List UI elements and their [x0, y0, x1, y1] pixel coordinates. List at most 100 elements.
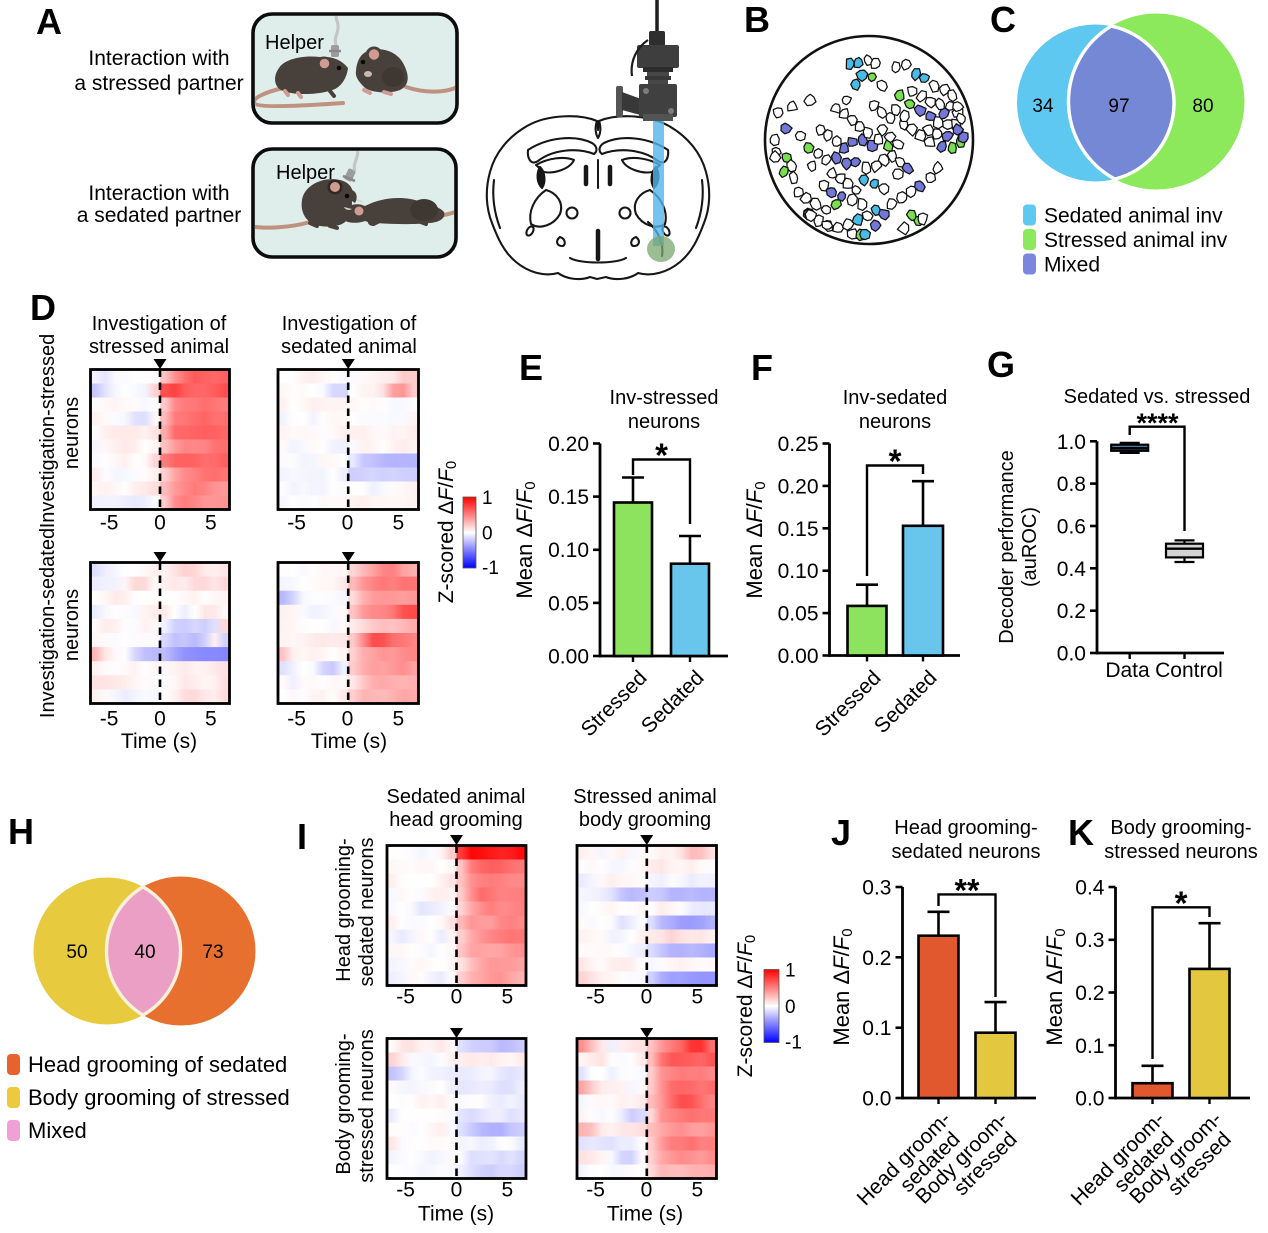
svg-text:0.20: 0.20	[548, 433, 589, 456]
svg-text:sedated neurons: sedated neurons	[891, 841, 1040, 863]
svg-text:Investigation of: Investigation of	[92, 313, 227, 335]
svg-text:5: 5	[502, 1179, 514, 1202]
svg-text:F: F	[751, 347, 773, 388]
svg-text:5: 5	[692, 986, 704, 1009]
svg-text:(auROC): (auROC)	[1019, 507, 1041, 587]
svg-text:0.00: 0.00	[548, 646, 589, 669]
svg-text:Time (s): Time (s)	[418, 1203, 494, 1226]
svg-text:Head grooming-: Head grooming-	[894, 817, 1037, 839]
svg-text:Investigation of: Investigation of	[282, 313, 417, 335]
svg-text:K: K	[1068, 812, 1094, 853]
svg-text:Mixed: Mixed	[1044, 253, 1100, 276]
svg-text:Inv-stressed: Inv-stressed	[610, 387, 719, 409]
svg-text:Time (s): Time (s)	[121, 730, 197, 753]
svg-text:Z-scored ΔF/F0: Z-scored ΔF/F0	[734, 935, 759, 1078]
svg-text:80: 80	[1192, 96, 1213, 117]
svg-text:0: 0	[154, 512, 166, 535]
svg-text:Sedated: Sedated	[870, 666, 942, 738]
svg-text:A: A	[36, 1, 62, 42]
svg-text:-5: -5	[586, 1179, 605, 1202]
svg-text:-1: -1	[785, 1033, 802, 1054]
svg-text:0.1: 0.1	[1075, 1035, 1104, 1058]
svg-text:Sedated animal inv: Sedated animal inv	[1044, 204, 1223, 227]
svg-text:-5: -5	[586, 986, 605, 1009]
svg-text:Body grooming-: Body grooming-	[1110, 817, 1251, 839]
svg-text:50: 50	[66, 942, 87, 963]
svg-text:0.15: 0.15	[778, 518, 819, 541]
svg-text:Z-scored ΔF/F0: Z-scored ΔF/F0	[435, 461, 460, 604]
svg-text:Stressed: Stressed	[577, 666, 652, 741]
svg-text:Mixed: Mixed	[28, 1118, 87, 1143]
svg-text:Time (s): Time (s)	[311, 730, 387, 753]
svg-text:0.05: 0.05	[548, 592, 589, 615]
svg-text:40: 40	[134, 942, 155, 963]
svg-text:B: B	[744, 0, 770, 40]
svg-text:neurons: neurons	[859, 411, 931, 433]
svg-text:34: 34	[1032, 96, 1054, 117]
svg-text:Mean ΔF/F0: Mean ΔF/F0	[1042, 928, 1069, 1045]
svg-text:-5: -5	[396, 1179, 415, 1202]
svg-text:-5: -5	[100, 512, 119, 535]
svg-text:0: 0	[451, 1179, 463, 1202]
svg-text:stressed animal: stressed animal	[89, 336, 229, 358]
svg-text:Mean ΔF/F0: Mean ΔF/F0	[742, 481, 769, 598]
svg-text:1: 1	[785, 961, 796, 982]
svg-text:Data: Data	[1105, 659, 1150, 682]
svg-text:Mean ΔF/F0: Mean ΔF/F0	[829, 928, 856, 1045]
svg-text:0.05: 0.05	[778, 603, 819, 626]
svg-text:Interaction with: Interaction with	[88, 182, 229, 205]
svg-text:Investigation-sedated: Investigation-sedated	[37, 528, 59, 718]
svg-text:0.3: 0.3	[862, 877, 891, 900]
svg-text:0.1: 0.1	[862, 1017, 891, 1040]
svg-text:0.4: 0.4	[1075, 877, 1105, 900]
svg-text:Head grooming-: Head grooming-	[333, 838, 355, 981]
svg-text:1.0: 1.0	[1057, 431, 1086, 454]
svg-text:0: 0	[342, 708, 354, 731]
svg-text:Body grooming-: Body grooming-	[333, 1033, 355, 1174]
svg-text:stressed neurons: stressed neurons	[1104, 841, 1257, 863]
svg-text:a stressed partner: a stressed partner	[74, 72, 243, 95]
svg-text:neurons: neurons	[61, 589, 83, 661]
svg-text:sedated neurons: sedated neurons	[356, 837, 378, 986]
svg-text:5: 5	[393, 512, 405, 535]
svg-text:0.6: 0.6	[1057, 516, 1086, 539]
svg-text:0.25: 0.25	[778, 433, 819, 456]
svg-text:**: **	[955, 872, 980, 908]
svg-text:Stressed animal inv: Stressed animal inv	[1044, 229, 1228, 252]
svg-text:a sedated partner: a sedated partner	[77, 204, 242, 227]
svg-text:Sedated animal: Sedated animal	[387, 786, 526, 808]
svg-text:*: *	[655, 437, 668, 474]
svg-text:*: *	[1175, 884, 1188, 921]
svg-text:Control: Control	[1155, 659, 1223, 682]
svg-text:neurons: neurons	[61, 397, 83, 469]
svg-text:-5: -5	[396, 986, 415, 1009]
svg-text:0.2: 0.2	[1057, 600, 1086, 623]
svg-text:Helper: Helper	[276, 162, 335, 184]
svg-text:*: *	[889, 443, 902, 480]
svg-text:0.10: 0.10	[778, 560, 819, 583]
svg-text:neurons: neurons	[628, 411, 700, 433]
svg-text:1: 1	[482, 488, 493, 509]
svg-text:73: 73	[202, 942, 223, 963]
svg-text:5: 5	[393, 708, 405, 731]
svg-text:5: 5	[692, 1179, 704, 1202]
svg-text:0: 0	[641, 1179, 653, 1202]
svg-text:0: 0	[641, 986, 653, 1009]
svg-text:0.2: 0.2	[862, 947, 891, 970]
svg-text:Body grooming of stressed: Body grooming of stressed	[28, 1085, 290, 1110]
svg-text:0.0: 0.0	[1075, 1088, 1104, 1111]
svg-text:0.3: 0.3	[1075, 929, 1104, 952]
svg-text:sedated animal: sedated animal	[281, 336, 417, 358]
svg-text:****: ****	[1136, 408, 1179, 438]
svg-text:0: 0	[342, 512, 354, 535]
svg-text:C: C	[990, 0, 1016, 40]
svg-text:G: G	[987, 344, 1015, 385]
svg-text:5: 5	[205, 512, 217, 535]
svg-text:0: 0	[482, 524, 493, 545]
svg-text:Investigation-stressed: Investigation-stressed	[37, 334, 59, 529]
svg-text:0: 0	[451, 986, 463, 1009]
svg-text:Interaction with: Interaction with	[88, 47, 229, 70]
svg-text:0.2: 0.2	[1075, 982, 1104, 1005]
svg-text:Sedated: Sedated	[637, 666, 709, 738]
svg-text:H: H	[8, 811, 34, 852]
